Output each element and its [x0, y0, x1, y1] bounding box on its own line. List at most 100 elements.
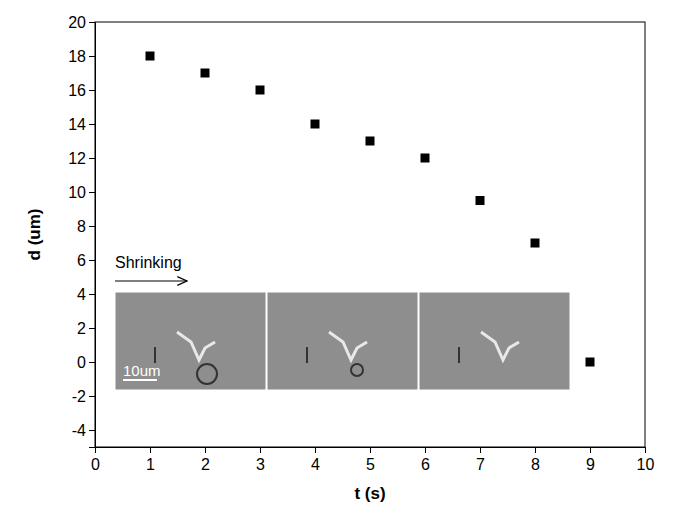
y-tick-mark: [89, 294, 95, 295]
x-tick: 6: [421, 447, 430, 473]
x-tick-label: 4: [311, 456, 320, 473]
x-tick-label: 2: [201, 456, 210, 473]
y-tick-label: 0: [77, 354, 86, 371]
inset-panel: [419, 292, 570, 390]
bubble: [197, 364, 217, 384]
y-tick: 18: [68, 48, 95, 65]
y-tick-label: 8: [77, 218, 86, 235]
x-tick: 2: [201, 447, 210, 473]
y-tick-mark: [89, 124, 95, 125]
y-tick-mark: [89, 158, 95, 159]
annotation: Shrinking: [115, 254, 182, 271]
inset-panel: [267, 292, 418, 390]
y-tick: 16: [68, 82, 95, 99]
x-tick: 8: [531, 447, 540, 473]
x-tick-mark: [370, 447, 371, 453]
inset-feature: [306, 347, 308, 363]
inset-feature: [481, 332, 519, 360]
x-tick-mark: [260, 447, 261, 453]
y-tick-label: 2: [77, 320, 86, 337]
annotation-arrow: [115, 280, 187, 281]
inset-feature: [177, 332, 215, 360]
inset-panel: [115, 292, 266, 390]
x-tick: 7: [476, 447, 485, 473]
y-tick-label: 12: [68, 150, 86, 167]
y-tick-label: -2: [72, 388, 86, 405]
x-tick-label: 8: [531, 456, 540, 473]
y-tick-label: 4: [77, 286, 86, 303]
y-tick-mark: [89, 396, 95, 397]
y-tick-label: 20: [68, 14, 86, 31]
x-tick: 1: [146, 447, 155, 473]
x-tick-label: 5: [366, 456, 375, 473]
x-tick-label: 0: [91, 456, 100, 473]
y-tick: 6: [77, 252, 95, 269]
x-axis-title: t (s): [354, 484, 385, 503]
chart: 10umShrinking012345678910-4-202468101214…: [0, 0, 674, 517]
y-tick: 20: [68, 14, 95, 31]
point: [201, 69, 210, 78]
y-tick-mark: [89, 56, 95, 57]
x-tick-mark: [150, 447, 151, 453]
point: [586, 358, 595, 367]
y-tick-mark: [89, 226, 95, 227]
y-tick-mark: [89, 192, 95, 193]
y-tick-mark: [89, 362, 95, 363]
y-tick: 14: [68, 116, 95, 133]
x-tick-label: 7: [476, 456, 485, 473]
y-tick-mark: [89, 90, 95, 91]
y-tick: 0: [77, 354, 95, 371]
y-tick-label: 10: [68, 184, 86, 201]
x-tick-label: 6: [421, 456, 430, 473]
x-tick-label: 9: [586, 456, 595, 473]
scale-label: 10um: [123, 362, 161, 379]
bubble: [351, 364, 363, 376]
x-tick-label: 1: [146, 456, 155, 473]
x-tick-label: 10: [637, 456, 655, 473]
y-tick-label: 16: [68, 82, 86, 99]
inset-feature: [154, 347, 156, 363]
y-tick: 12: [68, 150, 95, 167]
y-tick-label: -4: [72, 422, 86, 439]
x-tick: 10: [637, 447, 655, 473]
y-tick-mark: [89, 328, 95, 329]
scale-bar: [123, 379, 157, 381]
point: [311, 120, 320, 129]
y-tick-mark: [89, 22, 95, 23]
x-axis-line: [96, 448, 646, 454]
y-tick: 8: [77, 218, 95, 235]
y-tick: -2: [72, 388, 95, 405]
inset-images: 10um: [115, 292, 570, 390]
y-tick-mark: [89, 430, 95, 431]
marks: [146, 52, 595, 367]
x-tick-label: 3: [256, 456, 265, 473]
point: [146, 52, 155, 61]
x-tick: 0: [91, 447, 100, 473]
x-tick-mark: [315, 447, 316, 453]
point: [476, 196, 485, 205]
plot-frame: [95, 22, 645, 447]
point: [256, 86, 265, 95]
y-tick: 10: [68, 184, 95, 201]
x-tick-mark: [590, 447, 591, 453]
y-axis-title: d (um): [25, 209, 44, 261]
inset-feature: [329, 332, 367, 360]
y-tick: 2: [77, 320, 95, 337]
point: [531, 239, 540, 248]
x-tick: 9: [586, 447, 595, 473]
y-axis: -4 -2 0 2 4 6 8 10 12 14 16 18 20: [68, 14, 95, 448]
x-axis: 0 1 2 3 4 5 6 7 8 9 10: [91, 447, 654, 473]
y-tick-label: 18: [68, 48, 86, 65]
point: [366, 137, 375, 146]
x-tick-mark: [535, 447, 536, 453]
x-tick: 5: [366, 447, 375, 473]
x-tick-mark: [205, 447, 206, 453]
plot: 10umShrinking012345678910-4-202468101214…: [25, 14, 655, 503]
y-tick-mark: [89, 260, 95, 261]
point: [421, 154, 430, 163]
y-tick: 4: [77, 286, 95, 303]
inset-feature: [458, 347, 460, 363]
y-tick: -4: [72, 422, 95, 439]
x-tick: 3: [256, 447, 265, 473]
x-tick-mark: [480, 447, 481, 453]
